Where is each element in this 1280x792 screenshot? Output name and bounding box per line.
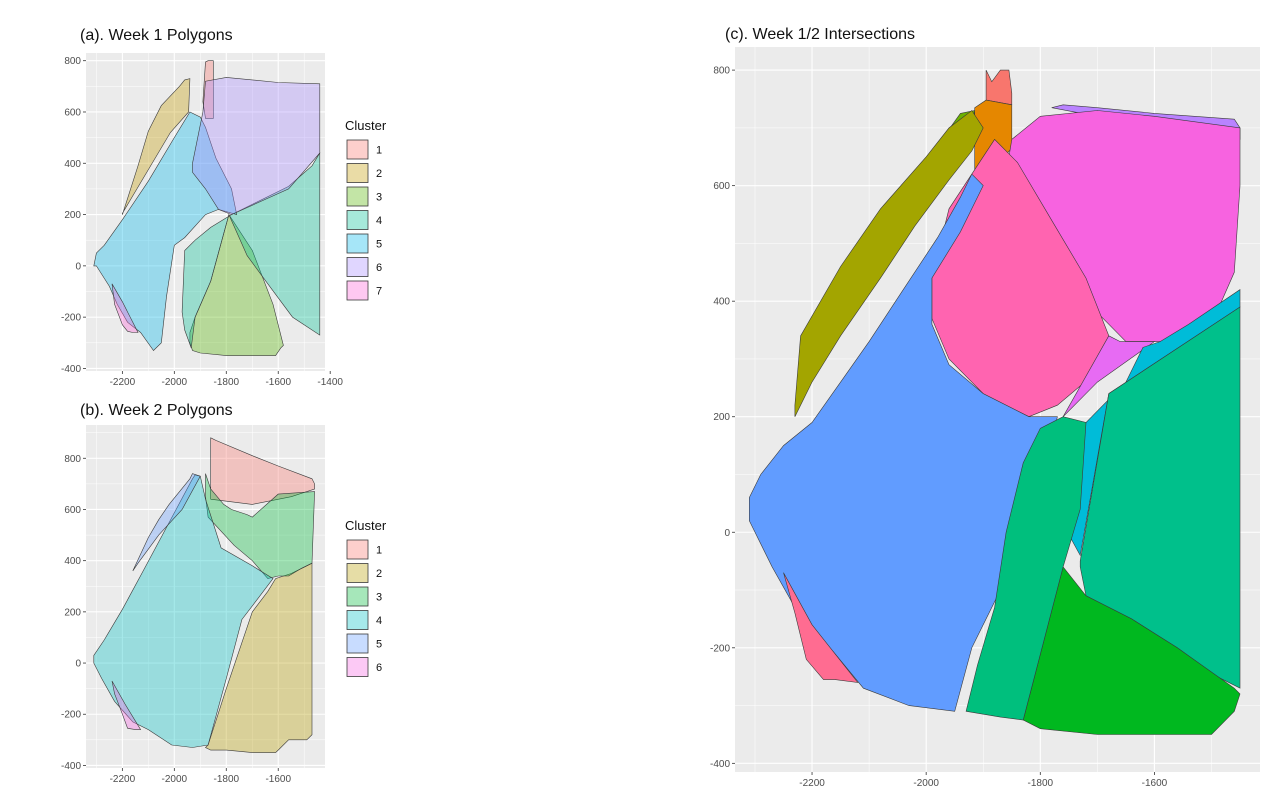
- panel-c-polygons: [748, 69, 1241, 735]
- y-tick-label: -200: [61, 710, 81, 721]
- y-tick-label: 0: [75, 659, 81, 670]
- legend-label-6: 6: [376, 662, 382, 674]
- panel-a-plot-background: [86, 53, 325, 371]
- panel-a-legend: Cluster 1 2 3 4 5 6 7: [345, 118, 387, 301]
- panel-b-legend-title: Cluster: [345, 518, 387, 533]
- y-tick-label: 800: [713, 66, 730, 77]
- x-tick-label: -1800: [213, 377, 239, 388]
- y-tick-label: 0: [75, 261, 81, 272]
- cluster-polygon-12: [1022, 566, 1241, 735]
- x-tick-label: -1400: [317, 377, 343, 388]
- panel-a-legend-title: Cluster: [345, 118, 387, 133]
- y-tick-label: 400: [64, 159, 81, 170]
- legend-key-6: [346, 257, 369, 277]
- legend-label-2: 2: [376, 568, 382, 580]
- cluster-polygon-4: [93, 474, 274, 748]
- y-tick-label: 800: [64, 56, 81, 67]
- y-tick-label: -400: [710, 759, 730, 770]
- y-tick-label: 200: [64, 210, 81, 221]
- x-tick-label: -2000: [913, 778, 939, 789]
- panel-a-axes: -2200 -2000 -1800 -1600 -1400-400-2000200400…: [61, 56, 343, 388]
- cluster-polygon-2: [122, 78, 191, 215]
- legend-label-3: 3: [376, 592, 382, 604]
- y-tick-label: 200: [64, 607, 81, 618]
- legend-key-4: [346, 210, 369, 230]
- cluster-polygon-4: [181, 151, 321, 349]
- legend-key-2: [346, 163, 369, 183]
- y-tick-label: 600: [64, 505, 81, 516]
- x-tick-label: -1800: [1028, 778, 1054, 789]
- panel-b: (b). Week 2 Polygons -2200 -2000 -1800 -160…: [61, 402, 387, 785]
- panel-c: (c). Week 1/2 Intersections -2200 -2000 -1…: [710, 26, 1260, 789]
- cluster-polygon-7: [931, 138, 1110, 418]
- x-tick-label: -1600: [1142, 778, 1168, 789]
- x-tick-label: -2200: [110, 774, 136, 785]
- cluster-polygon-6: [111, 680, 142, 730]
- panel-a-grid: [86, 53, 325, 371]
- x-tick-label: -2000: [162, 774, 188, 785]
- x-tick-label: -1800: [213, 774, 239, 785]
- y-tick-label: 600: [64, 107, 81, 118]
- legend-key-2: [346, 563, 369, 583]
- cluster-polygon-2: [204, 562, 313, 753]
- cluster-polygon-5: [132, 473, 201, 572]
- y-tick-label: -200: [61, 313, 81, 324]
- y-tick-label: 400: [713, 297, 730, 308]
- legend-key-3: [346, 186, 369, 207]
- cluster-polygon-1: [202, 60, 214, 119]
- panel-c-axes: -2200 -2000 -1800 -1600-400-200020040060080…: [710, 66, 1168, 789]
- y-tick-label: -200: [710, 643, 730, 654]
- panel-b-title: (b). Week 2 Polygons: [80, 402, 233, 419]
- legend-label-5: 5: [376, 239, 382, 251]
- x-tick-label: -1600: [265, 774, 291, 785]
- y-tick-label: 600: [713, 181, 730, 192]
- panel-c-title: (c). Week 1/2 Intersections: [725, 26, 915, 43]
- panel-b-axes: -2200 -2000 -1800 -1600-400-200020040060080…: [61, 454, 291, 785]
- cluster-polygon-3: [205, 473, 315, 579]
- cluster-polygon-13: [965, 416, 1087, 721]
- y-tick-label: 0: [724, 528, 730, 539]
- y-tick-label: 800: [64, 454, 81, 465]
- y-tick-label: -400: [61, 761, 81, 772]
- cluster-polygon-4: [794, 110, 984, 417]
- legend-label-7: 7: [376, 286, 382, 298]
- legend-label-1: 1: [376, 145, 382, 157]
- panel-b-polygons: [93, 437, 315, 753]
- legend-label-1: 1: [376, 545, 382, 557]
- panel-b-legend: Cluster 1 2 3 4 5 6: [345, 518, 387, 677]
- y-tick-label: -400: [61, 364, 81, 375]
- x-tick-label: -2000: [162, 377, 188, 388]
- cluster-polygon-14: [783, 572, 859, 683]
- legend-key-1: [346, 139, 369, 160]
- cluster-polygon-1: [210, 437, 315, 505]
- legend-key-7: [346, 280, 369, 301]
- panel-a: (a). Week 1 Polygons -2200 -2000 -1800 -160…: [61, 27, 387, 388]
- y-tick-label: 200: [713, 412, 730, 423]
- x-tick-label: -1600: [265, 377, 291, 388]
- legend-key-3: [346, 586, 369, 607]
- y-tick-label: 400: [64, 556, 81, 567]
- cluster-polygon-6: [192, 77, 321, 215]
- panel-b-grid: [86, 425, 325, 768]
- legend-label-4: 4: [376, 615, 382, 627]
- legend-label-3: 3: [376, 192, 382, 204]
- cluster-polygon-7: [111, 283, 139, 333]
- legend-key-5: [346, 633, 369, 654]
- legend-key-5: [346, 233, 369, 254]
- legend-key-4: [346, 610, 369, 630]
- panel-a-polygons: [93, 60, 321, 356]
- legend-label-4: 4: [376, 215, 382, 227]
- x-tick-label: -2200: [799, 778, 825, 789]
- legend-label-2: 2: [376, 168, 382, 180]
- legend-label-5: 5: [376, 639, 382, 651]
- legend-key-6: [346, 657, 369, 677]
- legend-label-6: 6: [376, 262, 382, 274]
- panel-a-title: (a). Week 1 Polygons: [80, 27, 233, 44]
- cluster-polygon-10: [748, 173, 1058, 712]
- legend-key-1: [346, 539, 369, 560]
- x-tick-label: -2200: [110, 377, 136, 388]
